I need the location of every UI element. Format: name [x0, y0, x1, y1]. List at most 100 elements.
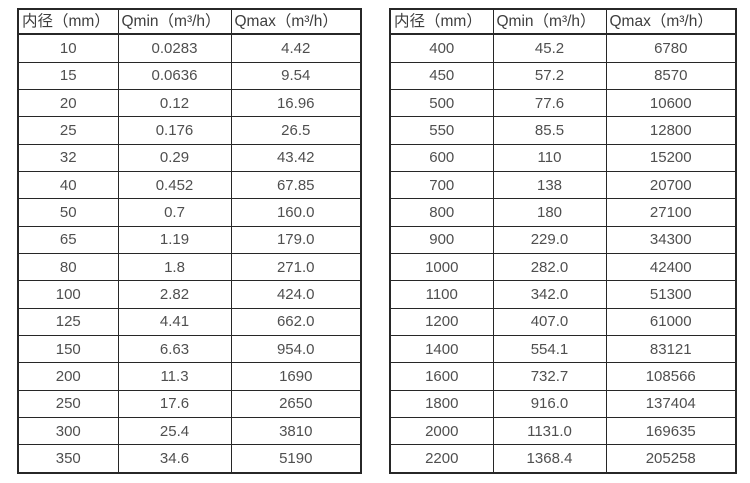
table-cell: 1400 [389, 334, 494, 364]
table-cell: 10600 [605, 88, 737, 118]
column-header: Qmin（m³/h） [492, 8, 607, 35]
table-cell: 500 [389, 88, 494, 118]
table-cell: 2000 [389, 416, 494, 446]
table-cell: 0.0283 [117, 33, 232, 63]
table-cell: 83121 [605, 334, 737, 364]
table-row: 100 2.82 424.0 [17, 280, 362, 309]
table-cell: 32 [17, 143, 119, 172]
table-cell: 125 [17, 307, 119, 336]
table-cell: 110 [492, 143, 607, 172]
table-cell: 137404 [605, 389, 737, 418]
table-cell: 450 [389, 61, 494, 91]
table-cell: 51300 [605, 280, 737, 309]
table-cell: 424.0 [230, 280, 362, 309]
table-cell: 662.0 [230, 307, 362, 336]
table-cell: 45.2 [492, 33, 607, 63]
table-cell: 1131.0 [492, 416, 607, 446]
table-cell: 6780 [605, 33, 737, 63]
table-cell: 2.82 [117, 280, 232, 309]
table-cell: 25 [17, 116, 119, 145]
table-cell: 900 [389, 225, 494, 254]
table-cell: 3810 [230, 416, 362, 446]
table-row: 900 229.0 34300 [389, 225, 737, 254]
table-row: 500 77.6 10600 [389, 88, 737, 118]
column-header: 内径（mm） [389, 8, 494, 35]
table-cell: 0.12 [117, 88, 232, 118]
table-row: 80 1.8 271.0 [17, 252, 362, 282]
table-cell: 800 [389, 198, 494, 227]
table-row: 400 45.2 6780 [389, 33, 737, 63]
table-row: 1400 554.1 83121 [389, 334, 737, 364]
table-cell: 2650 [230, 389, 362, 418]
table-row: 1600 732.7 108566 [389, 362, 737, 391]
table-cell: 250 [17, 389, 119, 418]
table-cell: 77.6 [492, 88, 607, 118]
table-cell: 0.452 [117, 170, 232, 200]
table-cell: 550 [389, 116, 494, 145]
table-cell: 205258 [605, 444, 737, 474]
table-row: 2200 1368.4 205258 [389, 444, 737, 474]
table-cell: 67.85 [230, 170, 362, 200]
table-cell: 100 [17, 280, 119, 309]
table-cell: 180 [492, 198, 607, 227]
flow-spec-table-large-diameters: 内径（mm） Qmin（m³/h） Qmax（m³/h） 400 45.2 6780 450… [389, 8, 737, 474]
table-cell: 61000 [605, 307, 737, 336]
table-cell: 1368.4 [492, 444, 607, 474]
table-row: 550 85.5 12800 [389, 116, 737, 145]
table-cell: 350 [17, 444, 119, 474]
table-cell: 27100 [605, 198, 737, 227]
table-row: 250 17.6 2650 [17, 389, 362, 418]
table-cell: 1100 [389, 280, 494, 309]
table-row: 300 25.4 3810 [17, 416, 362, 446]
table-cell: 1.8 [117, 252, 232, 282]
table-cell: 169635 [605, 416, 737, 446]
table-cell: 300 [17, 416, 119, 446]
table-cell: 2200 [389, 444, 494, 474]
table-cell: 1200 [389, 307, 494, 336]
table-cell: 700 [389, 170, 494, 200]
table-cell: 16.96 [230, 88, 362, 118]
table-cell: 0.176 [117, 116, 232, 145]
table-cell: 0.7 [117, 198, 232, 227]
table-row: 350 34.6 5190 [17, 444, 362, 474]
table-cell: 1.19 [117, 225, 232, 254]
table-cell: 15 [17, 61, 119, 91]
table-cell: 1600 [389, 362, 494, 391]
table-cell: 4.41 [117, 307, 232, 336]
table-row: 150 6.63 954.0 [17, 334, 362, 364]
table-cell: 15200 [605, 143, 737, 172]
table-row: 800 180 27100 [389, 198, 737, 227]
table-cell: 57.2 [492, 61, 607, 91]
table-cell: 42400 [605, 252, 737, 282]
table-cell: 8570 [605, 61, 737, 91]
table-cell: 25.4 [117, 416, 232, 446]
table-cell: 179.0 [230, 225, 362, 254]
table-cell: 916.0 [492, 389, 607, 418]
table-cell: 26.5 [230, 116, 362, 145]
table-cell: 271.0 [230, 252, 362, 282]
table-cell: 160.0 [230, 198, 362, 227]
table-cell: 200 [17, 362, 119, 391]
table-row: 2000 1131.0 169635 [389, 416, 737, 446]
header-row: 内径（mm） Qmin（m³/h） Qmax（m³/h） [389, 8, 737, 35]
table-cell: 40 [17, 170, 119, 200]
table-cell: 43.42 [230, 143, 362, 172]
column-header: Qmax（m³/h） [605, 8, 737, 35]
table-cell: 0.29 [117, 143, 232, 172]
table-cell: 407.0 [492, 307, 607, 336]
table-row: 65 1.19 179.0 [17, 225, 362, 254]
column-header: Qmin（m³/h） [117, 8, 232, 35]
table-cell: 12800 [605, 116, 737, 145]
table-cell: 34300 [605, 225, 737, 254]
table-row: 25 0.176 26.5 [17, 116, 362, 145]
table-row: 10 0.0283 4.42 [17, 33, 362, 63]
table-row: 1800 916.0 137404 [389, 389, 737, 418]
table-cell: 1690 [230, 362, 362, 391]
table-row: 450 57.2 8570 [389, 61, 737, 91]
table-cell: 400 [389, 33, 494, 63]
table-cell: 11.3 [117, 362, 232, 391]
table-cell: 600 [389, 143, 494, 172]
table-row: 600 110 15200 [389, 143, 737, 172]
table-cell: 229.0 [492, 225, 607, 254]
